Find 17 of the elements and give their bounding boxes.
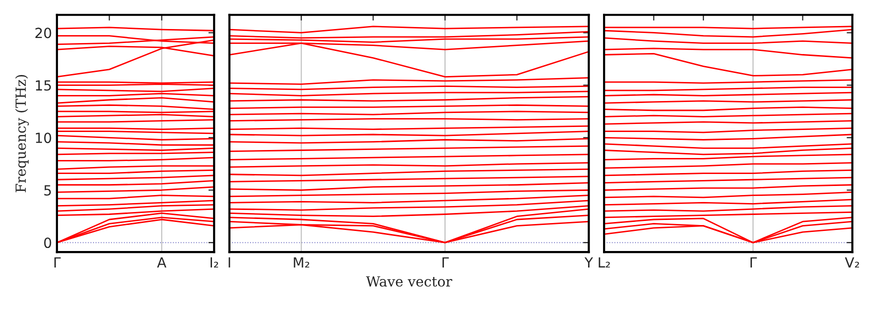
x-tick-label: I [228, 257, 230, 268]
x-tick-label: M₂ [294, 257, 310, 268]
x-tick-label: A [157, 257, 166, 268]
y-tick-label: 5 [44, 185, 51, 196]
y-tick-label: 10 [36, 132, 52, 144]
x-axis-title: Wave vector [366, 276, 452, 287]
y-tick-label: 15 [36, 80, 51, 91]
x-tick-label: Γ [750, 257, 757, 268]
x-tick-label: Γ [54, 257, 61, 268]
y-tick-label: 20 [35, 28, 52, 38]
y-axis-title: Frequency (THz) [15, 75, 29, 192]
x-tick-label: V₂ [844, 257, 860, 268]
x-tick-label: Γ [442, 257, 449, 268]
x-tick-label: Y [584, 257, 594, 268]
x-tick-label: I₂ [210, 257, 218, 268]
y-tick-label: 0 [44, 238, 52, 248]
x-tick-label: L₂ [598, 257, 610, 268]
